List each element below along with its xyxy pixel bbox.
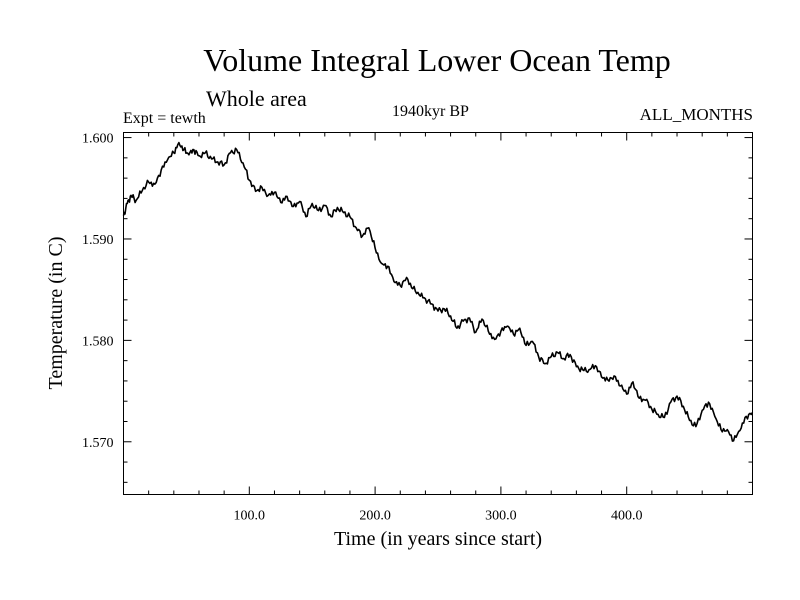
series-layer (122, 141, 754, 442)
series-line (122, 141, 754, 442)
chart-subtitle: Whole area (206, 86, 307, 111)
period-label: 1940kyr BP (392, 103, 469, 120)
x-tick-label: 300.0 (485, 509, 517, 524)
axis-ticks (123, 132, 753, 495)
x-tick-label: 200.0 (359, 509, 391, 524)
plot-frame (123, 132, 753, 495)
y-tick-label: 1.600 (82, 132, 114, 147)
axis-tick-labels: 100.0 200.0 300.0 400.0 1.570 1.580 1.590 1.600 (82, 132, 642, 524)
y-tick-label: 1.590 (82, 233, 114, 248)
y-axis-label: Temperature (in C) (45, 237, 67, 390)
chart-title: Volume Integral Lower Ocean Temp (203, 42, 671, 78)
x-axis-label: Time (in years since start) (334, 528, 542, 550)
x-tick-label: 100.0 (234, 509, 266, 524)
y-tick-label: 1.570 (82, 436, 114, 451)
x-tick-label: 400.0 (611, 509, 643, 524)
experiment-label: Expt = tewth (123, 110, 206, 127)
y-tick-label: 1.580 (82, 334, 114, 349)
months-label: ALL_MONTHS (639, 105, 753, 124)
